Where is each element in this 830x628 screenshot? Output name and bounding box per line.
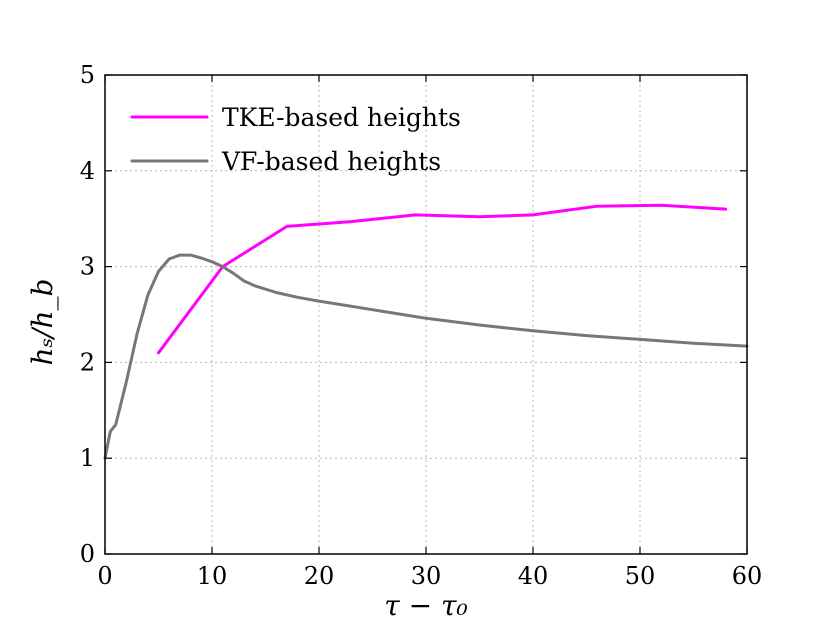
legend-label-vf: VF-based heights <box>221 147 441 176</box>
y-tick-labels: 0 1 2 3 4 5 <box>80 61 95 568</box>
legend-label-tke: TKE-based heights <box>222 103 461 132</box>
y-axis-label: hₛ/h_b <box>26 279 59 366</box>
axis-ticks <box>104 74 748 555</box>
y-tick-label: 2 <box>80 348 95 376</box>
x-tick-label: 50 <box>625 562 656 590</box>
x-tick-label: 30 <box>411 562 442 590</box>
tke-series-line <box>157 203 728 355</box>
y-tick-label: 5 <box>80 61 95 89</box>
legend: TKE-based heights VF-based heights <box>130 103 461 176</box>
x-axis-label: τ − τ₀ <box>384 589 467 622</box>
x-tick-label: 20 <box>304 562 335 590</box>
x-tick-label: 0 <box>97 562 112 590</box>
y-tick-label: 1 <box>80 444 95 472</box>
x-tick-label: 60 <box>732 562 763 590</box>
series-layer <box>103 203 749 460</box>
y-tick-label: 4 <box>80 157 95 185</box>
x-tick-label: 10 <box>197 562 228 590</box>
x-tick-labels: 0 10 20 30 40 50 60 <box>97 562 762 590</box>
x-tick-label: 40 <box>518 562 549 590</box>
y-tick-label: 0 <box>80 540 95 568</box>
grid-lines <box>105 75 747 554</box>
y-tick-label: 3 <box>80 253 95 281</box>
vf-series-line <box>103 253 749 460</box>
